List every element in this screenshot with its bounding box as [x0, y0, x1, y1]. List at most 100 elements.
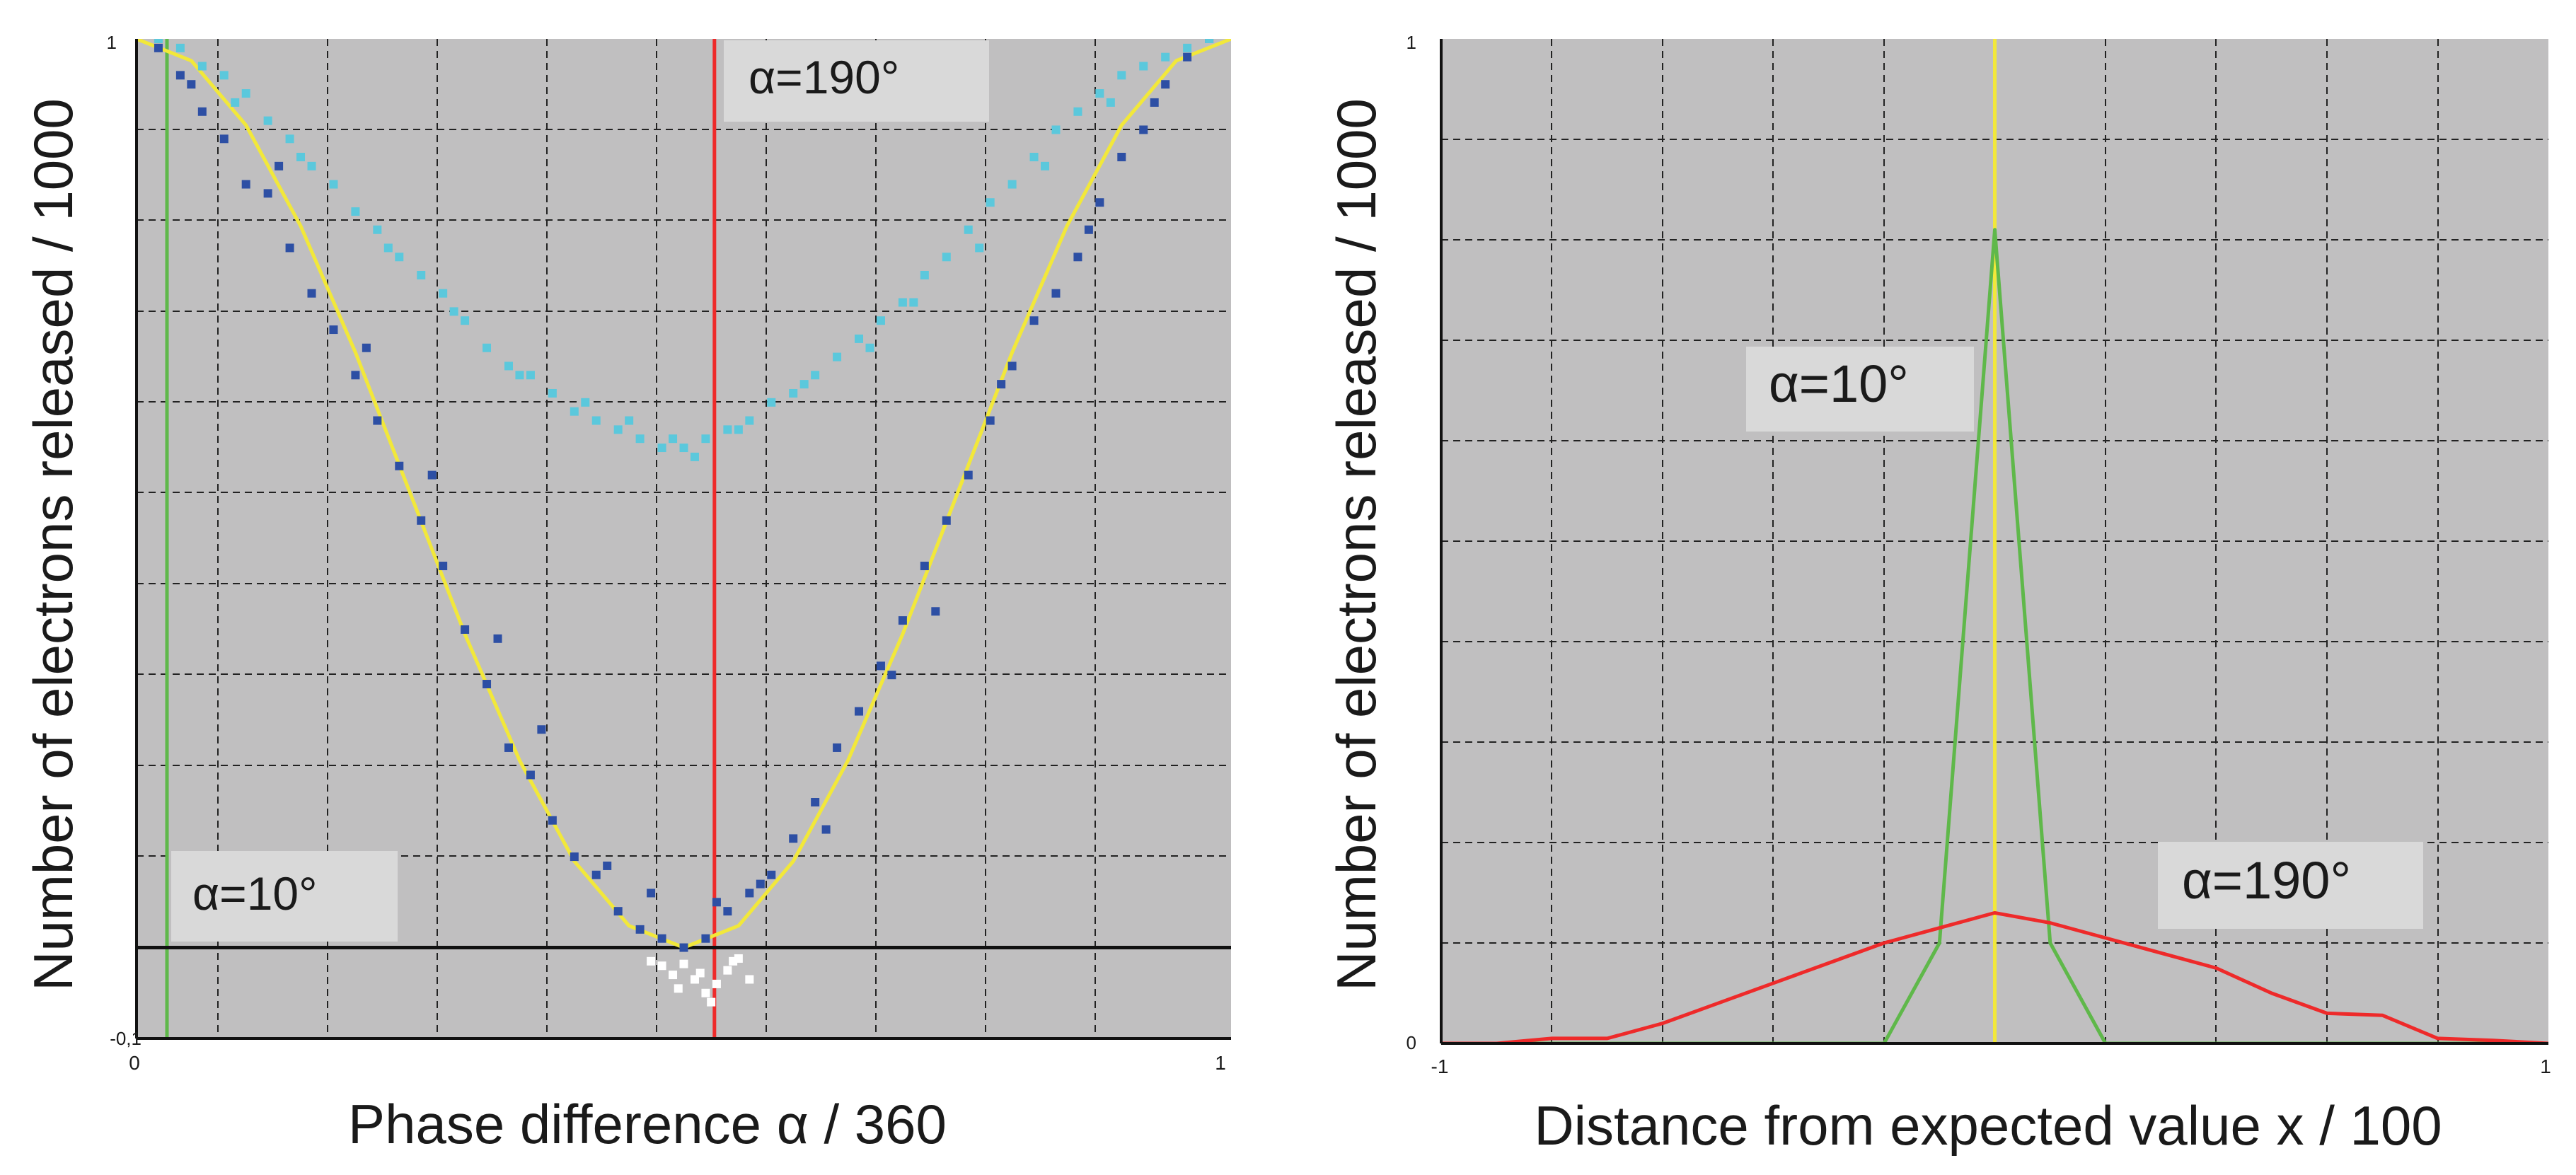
- data-point-s2-56: [669, 434, 678, 444]
- data-point-s3-11: [695, 968, 705, 978]
- data-point-s1-57: [712, 898, 721, 907]
- data-point-s2-47: [1183, 43, 1192, 52]
- data-point-s2-53: [515, 371, 524, 380]
- data-point-s3-1: [657, 961, 666, 971]
- data-point-s2-60: [865, 343, 874, 352]
- data-point-s1-17: [526, 770, 535, 780]
- data-point-s2-23: [657, 444, 666, 453]
- data-point-s2-7: [307, 161, 316, 170]
- data-point-s2-10: [373, 225, 382, 234]
- series-line-0: [1441, 228, 2548, 1043]
- data-point-s1-42: [1073, 253, 1082, 262]
- data-point-s1-20: [591, 870, 601, 879]
- data-point-s1-10: [373, 416, 382, 425]
- data-point-s1-8: [329, 325, 338, 335]
- data-point-s1-19: [570, 852, 579, 862]
- x-tick-left: -1: [1431, 1055, 1449, 1077]
- data-point-s2-52: [449, 307, 458, 316]
- data-point-s2-41: [1051, 125, 1061, 134]
- data-point-s1-28: [767, 870, 776, 879]
- data-point-s1-35: [920, 562, 929, 571]
- data-point-s1-6: [285, 243, 294, 253]
- data-point-s3-7: [723, 966, 732, 975]
- data-point-s1-24: [679, 943, 688, 952]
- data-point-s2-48: [1205, 39, 1214, 43]
- data-point-s1-12: [417, 516, 426, 525]
- data-point-s1-63: [1084, 225, 1093, 234]
- data-point-s2-13: [439, 289, 448, 298]
- data-point-s1-26: [723, 907, 732, 916]
- data-point-s1-33: [876, 661, 885, 671]
- phase-difference-chart: α=190° α=10° 1 -0,1 0 1 Phase difference…: [22, 32, 1231, 1155]
- data-point-s2-25: [701, 434, 710, 444]
- y-tick-bottom: 0: [1407, 1032, 1416, 1053]
- data-point-s1-60: [887, 671, 896, 680]
- y-tick-top: 1: [107, 32, 117, 53]
- data-point-s1-1: [175, 71, 185, 80]
- data-point-s1-9: [351, 371, 360, 380]
- data-point-s2-15: [483, 343, 492, 352]
- data-point-s3-0: [647, 956, 656, 966]
- data-point-s2-32: [855, 334, 864, 343]
- data-point-s1-31: [833, 743, 842, 752]
- data-point-s2-27: [745, 416, 754, 425]
- x-tick-right: 1: [2540, 1055, 2551, 1077]
- data-point-s2-17: [526, 371, 535, 380]
- data-point-s2-20: [591, 416, 601, 425]
- data-point-s2-9: [351, 207, 360, 216]
- data-point-s2-29: [789, 388, 798, 398]
- data-point-s1-46: [1161, 80, 1170, 89]
- data-point-s2-63: [1041, 161, 1050, 170]
- data-point-s2-49: [231, 98, 240, 107]
- data-point-s1-27: [745, 889, 754, 898]
- data-point-s2-43: [1095, 89, 1104, 98]
- data-point-s1-49: [187, 80, 196, 89]
- data-point-s2-19: [570, 407, 579, 416]
- annotation-box-alpha-10: [171, 851, 398, 942]
- y-tick-bottom: -0,1: [110, 1028, 141, 1049]
- data-point-s2-21: [613, 425, 623, 434]
- series-line-1: [1441, 910, 2548, 1043]
- data-point-s1-32: [855, 707, 864, 716]
- data-point-s3-6: [712, 979, 721, 988]
- data-point-s2-24: [679, 444, 688, 453]
- data-point-s1-23: [657, 934, 666, 943]
- data-point-s1-16: [504, 743, 513, 752]
- data-point-s1-53: [493, 634, 502, 643]
- chart-marks: [1441, 39, 2548, 1043]
- data-point-s1-14: [461, 625, 470, 634]
- data-point-s2-34: [898, 298, 907, 307]
- y-tick-top: 1: [1407, 32, 1416, 53]
- data-point-s1-34: [898, 616, 907, 625]
- data-point-s2-54: [581, 398, 590, 407]
- data-point-s3-5: [701, 988, 710, 997]
- data-point-s2-35: [920, 270, 929, 279]
- x-axis-label: Distance from expected value x / 100: [1534, 1094, 2442, 1157]
- data-point-s1-29: [789, 834, 798, 843]
- data-point-s2-42: [1073, 107, 1082, 116]
- data-point-s1-55: [603, 861, 612, 870]
- data-point-s1-3: [219, 134, 229, 144]
- x-tick-right: 1: [1215, 1052, 1226, 1074]
- annotation-box-alpha-190: [724, 40, 989, 122]
- data-point-s2-36: [942, 253, 951, 262]
- data-point-s2-37: [964, 225, 973, 234]
- data-point-s2-2: [197, 62, 207, 71]
- data-point-s2-64: [1106, 98, 1115, 107]
- data-point-s2-51: [383, 243, 393, 253]
- annotation-box-alpha-190: [2158, 842, 2423, 929]
- data-point-s1-25: [701, 934, 710, 943]
- data-point-s2-11: [395, 253, 404, 262]
- data-point-s1-41: [1051, 289, 1061, 298]
- data-point-s2-46: [1161, 52, 1170, 62]
- data-point-s2-39: [1007, 180, 1017, 189]
- data-point-s2-16: [504, 361, 513, 371]
- data-point-s1-58: [756, 879, 765, 889]
- data-point-s2-31: [833, 352, 842, 361]
- data-point-s2-26: [723, 425, 732, 434]
- grid: [137, 39, 1231, 1038]
- data-point-s1-52: [427, 470, 437, 480]
- data-point-s2-33: [876, 316, 885, 325]
- data-point-s1-56: [647, 889, 656, 898]
- data-point-s2-38: [986, 198, 995, 207]
